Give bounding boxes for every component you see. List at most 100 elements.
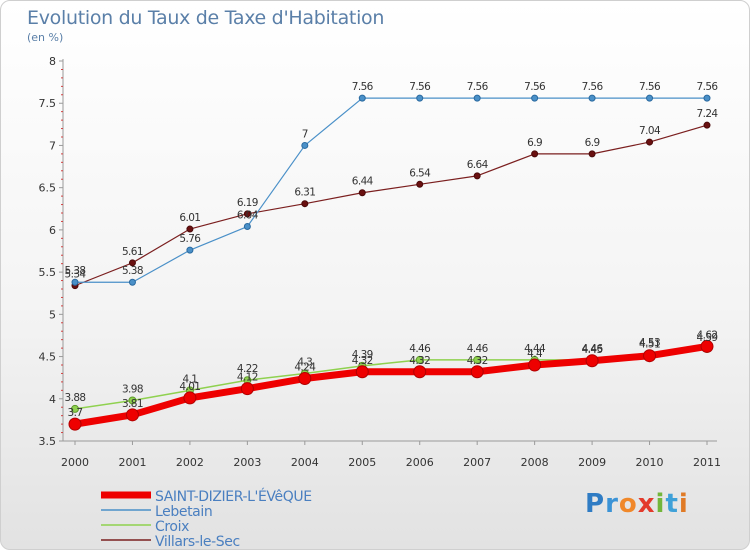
data-label: 4.46 — [409, 343, 431, 355]
data-labels: 5.34 5.61 6.01 6.19 6.31 6.44 6.54 6.64 6.9 6.9 7.… — [65, 81, 719, 419]
data-point — [128, 278, 136, 286]
data-point — [416, 180, 424, 188]
legend-label: Croix — [155, 519, 189, 535]
legend-label: Villars-le-Sec — [155, 534, 240, 550]
x-tick-label: 2005 — [348, 456, 376, 469]
data-point — [415, 355, 424, 364]
data-label: 4.59 — [697, 332, 718, 344]
axes: 3.5 4 4.5 5 5.5 6 6.5 7 7.5 8 2000 2001 2002 2003 2004… — [39, 55, 722, 469]
data-point — [186, 246, 194, 254]
data-label: 5.76 — [179, 233, 201, 245]
y-tick-label: 4.5 — [39, 351, 57, 364]
data-label: 7.56 — [524, 81, 546, 93]
x-tick-label: 2000 — [61, 456, 89, 469]
data-label: 4.01 — [179, 381, 200, 393]
logo-letter: o — [618, 489, 638, 519]
data-label: 4.62 — [697, 329, 718, 341]
data-point — [588, 150, 596, 158]
data-point — [183, 391, 197, 405]
data-label: 7.56 — [639, 81, 661, 93]
data-point — [128, 396, 137, 405]
data-point — [71, 278, 79, 286]
data-label: 4.32 — [352, 355, 373, 367]
series-line — [74, 342, 708, 428]
data-label: 4.4 — [527, 348, 543, 360]
chart-subtitle: (en %) — [27, 31, 64, 44]
y-tick-label: 6 — [49, 224, 56, 237]
data-point — [358, 189, 366, 197]
data-label: 7.04 — [639, 125, 661, 137]
data-point — [703, 94, 711, 102]
data-point — [473, 172, 481, 180]
data-label: 7 — [302, 128, 308, 140]
logo-letter: i — [655, 489, 666, 519]
data-point — [243, 223, 251, 231]
y-tick-label: 5.5 — [39, 266, 57, 279]
y-tick-label: 7 — [49, 139, 56, 152]
data-label: 3.88 — [65, 392, 86, 404]
data-point — [470, 365, 484, 379]
proxiti-logo: Proxiti — [585, 489, 689, 519]
data-point — [416, 94, 424, 102]
data-point — [71, 404, 79, 413]
data-label: 7.56 — [352, 81, 374, 93]
y-tick-label: 6.5 — [39, 182, 57, 195]
data-label: 7.56 — [697, 81, 719, 93]
data-label: 6.64 — [467, 159, 489, 171]
data-label: 3.98 — [122, 383, 143, 395]
x-tick-label: 2002 — [176, 456, 204, 469]
data-label: 7.24 — [697, 108, 719, 120]
data-point — [473, 355, 482, 364]
x-tick-label: 2011 — [693, 456, 721, 469]
logo-letter: i — [678, 489, 689, 519]
data-label: 7.56 — [409, 81, 431, 93]
data-point — [473, 94, 481, 102]
data-label: 4.22 — [237, 363, 258, 375]
logo-letter: x — [637, 489, 656, 519]
data-point — [531, 94, 539, 102]
data-label: 4.45 — [582, 344, 603, 356]
data-point — [528, 358, 542, 372]
legend: SAINT-DIZIER-L'ÉVêQUELebetainCroixVillar… — [101, 488, 312, 550]
data-label: 3.7 — [68, 407, 83, 419]
data-label: 4.1 — [182, 373, 197, 385]
data-point — [301, 200, 309, 208]
data-point — [125, 408, 139, 422]
data-label: 5.61 — [122, 246, 143, 258]
x-tick-label: 2006 — [406, 456, 434, 469]
data-point — [703, 121, 711, 129]
data-label: 4.3 — [297, 356, 312, 368]
data-label: 6.44 — [352, 176, 374, 188]
series-group — [68, 94, 714, 431]
data-point — [240, 382, 254, 396]
data-label: 4.12 — [237, 372, 258, 384]
data-point — [413, 365, 427, 379]
data-label: 3.81 — [122, 398, 143, 410]
data-label: 4.39 — [352, 349, 373, 361]
x-tick-label: 2004 — [291, 456, 319, 469]
y-tick-label: 4 — [49, 393, 56, 406]
data-point — [128, 259, 136, 267]
data-label: 6.04 — [237, 210, 259, 222]
data-label: 7.56 — [582, 81, 604, 93]
x-tick-label: 2009 — [578, 456, 606, 469]
data-point — [646, 94, 654, 102]
data-label: 6.54 — [409, 167, 431, 179]
data-label: 6.9 — [527, 137, 542, 149]
data-label: 4.51 — [639, 339, 660, 351]
data-label: 6.19 — [237, 197, 258, 209]
data-point — [355, 365, 369, 379]
chart-title: Evolution du Taux de Taxe d'Habitation — [27, 7, 385, 29]
data-label: 6.9 — [585, 137, 600, 149]
data-label: 7.56 — [467, 81, 489, 93]
logo-letter: P — [585, 489, 606, 519]
data-label: 5.34 — [65, 269, 87, 281]
data-point — [646, 138, 654, 146]
logo-letter: t — [665, 489, 679, 519]
y-tick-label: 5 — [49, 308, 56, 321]
data-point — [531, 150, 539, 158]
data-point — [186, 225, 194, 233]
y-tick-label: 8 — [49, 55, 56, 68]
series-line — [74, 124, 708, 287]
data-label: 5.38 — [122, 265, 143, 277]
